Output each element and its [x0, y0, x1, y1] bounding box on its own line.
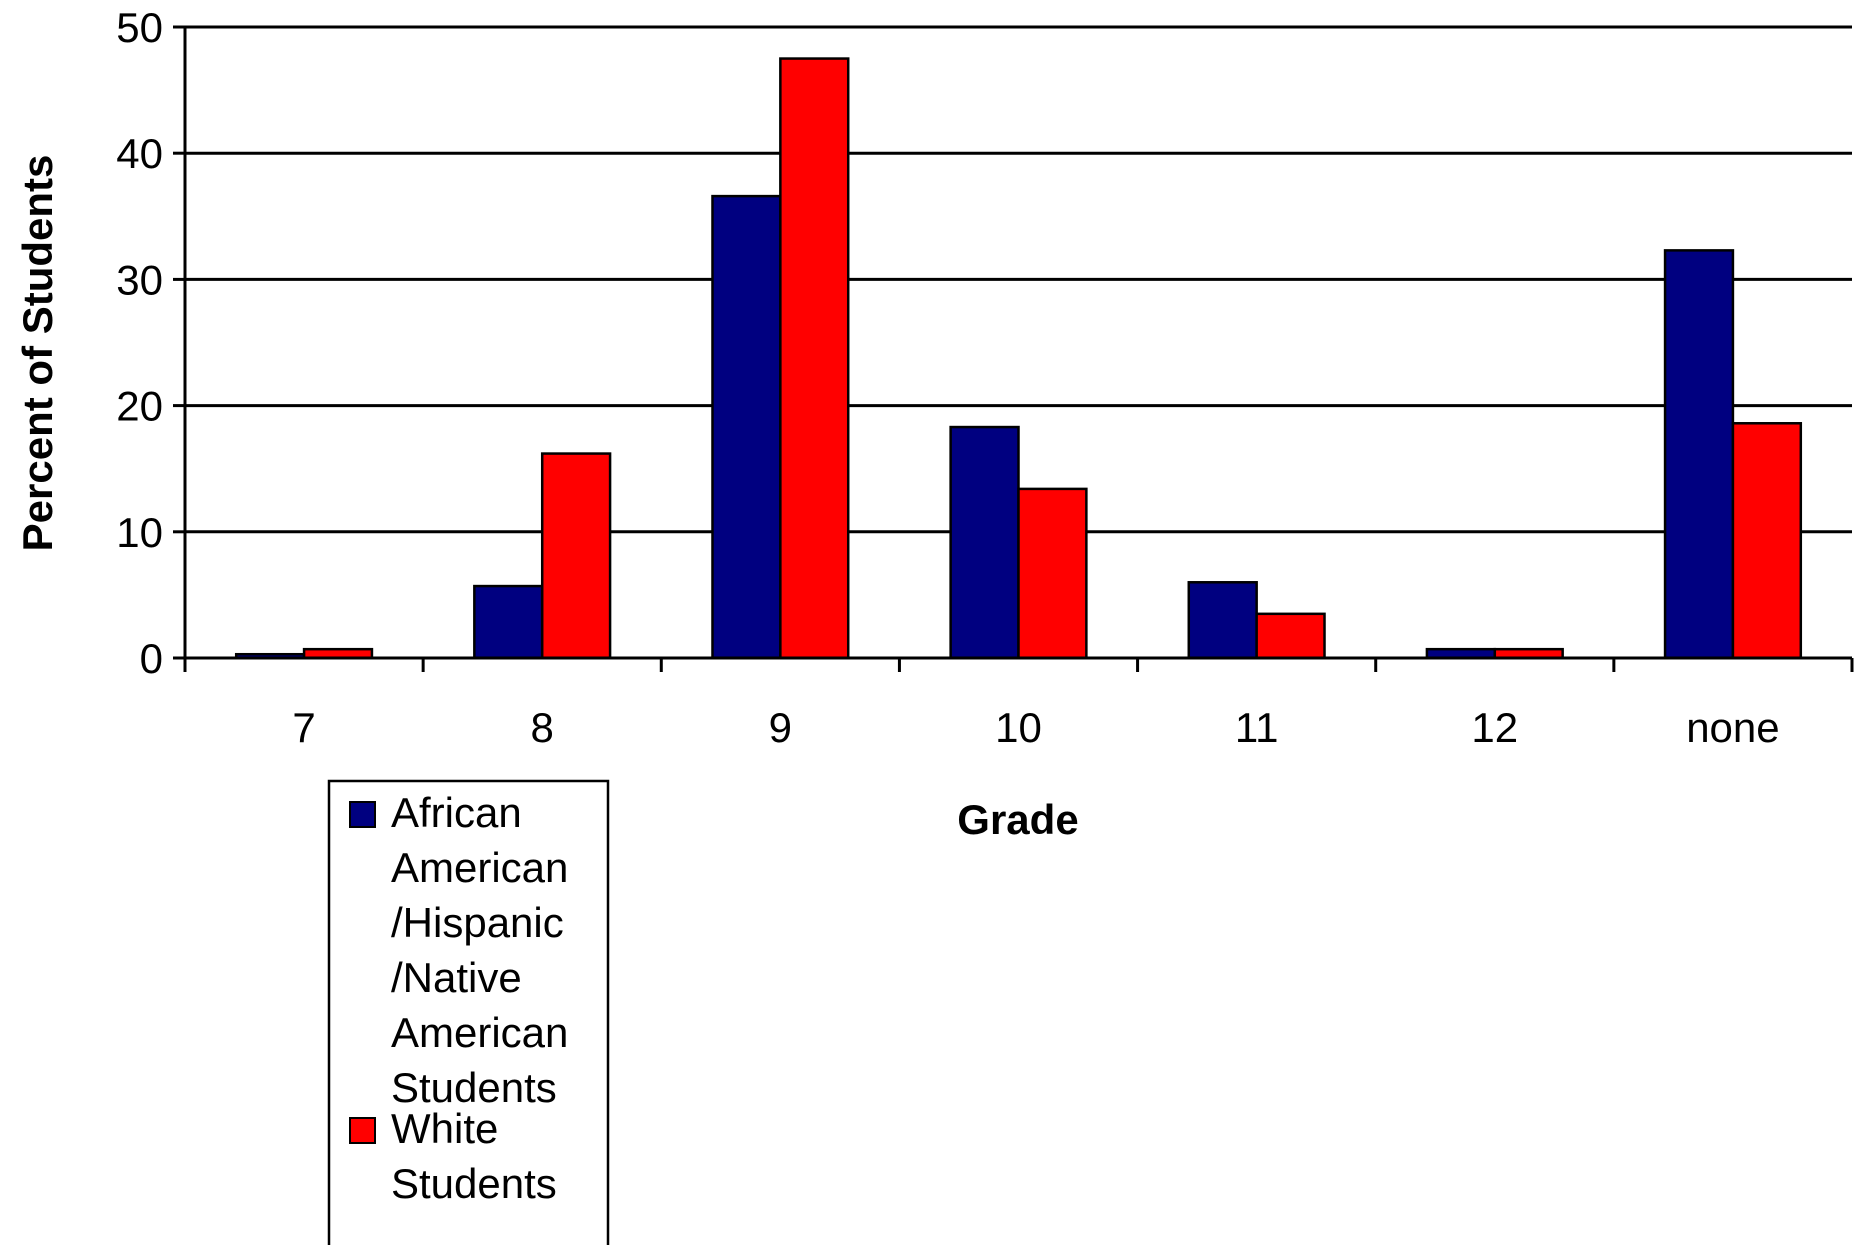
legend-label: American [391, 844, 568, 891]
y-tick-label: 10 [116, 509, 163, 556]
legend-box [327, 779, 610, 1245]
bars [234, 57, 1803, 660]
bar-african-american-hispanic-native-american-8 [473, 584, 544, 660]
bar-african-american-hispanic-native-american-10 [949, 425, 1020, 660]
legend-label: Students [391, 1160, 557, 1207]
y-tick-label: 20 [116, 383, 163, 430]
bar-white-none [1731, 422, 1803, 660]
x-tick-label: 10 [995, 704, 1042, 751]
bar-white-9 [779, 57, 850, 660]
x-axis-title: Grade [957, 796, 1078, 843]
x-tick-label: 9 [769, 704, 792, 751]
bar-white-11 [1255, 612, 1326, 660]
y-tick-label: 30 [116, 256, 163, 303]
y-tick-label: 0 [140, 635, 163, 682]
legend-label: White [391, 1105, 498, 1152]
legend-items: African American/Hispanic/Native American S… [349, 789, 568, 1207]
legend-swatch [349, 801, 376, 828]
legend-label: Students [391, 1064, 557, 1111]
legend-label: American [391, 1009, 568, 1056]
bar-african-american-hispanic-native-american-11 [1187, 581, 1258, 660]
y-tick-label: 40 [116, 130, 163, 177]
y-axis-title: Percent of Students [14, 155, 61, 552]
bar-african-american-hispanic-native-american-none [1663, 249, 1735, 660]
y-tick-labels: 0 10 20 30 40 50 [116, 4, 185, 682]
x-tick-label: none [1686, 704, 1779, 751]
gridlines [185, 25, 1852, 534]
bar-white-10 [1017, 487, 1088, 660]
axes [183, 27, 1852, 660]
legend-label: African [391, 789, 522, 836]
x-tick-label: 11 [1235, 704, 1279, 751]
bar-white-8 [540, 452, 612, 660]
x-tick-labels: 7 8 9 10 11 12 none [183, 658, 1854, 751]
legend-label: /Native [391, 954, 522, 1001]
y-tick-label: 50 [116, 4, 163, 51]
legend-swatch [349, 1117, 376, 1144]
x-tick-label: 7 [292, 704, 315, 751]
x-tick-label: 12 [1471, 704, 1518, 751]
bar-african-american-hispanic-native-american-9 [711, 194, 782, 660]
x-tick-label: 8 [531, 704, 554, 751]
legend-label: /Hispanic [391, 899, 564, 946]
legend: African American/Hispanic/Native American S… [327, 779, 610, 1245]
